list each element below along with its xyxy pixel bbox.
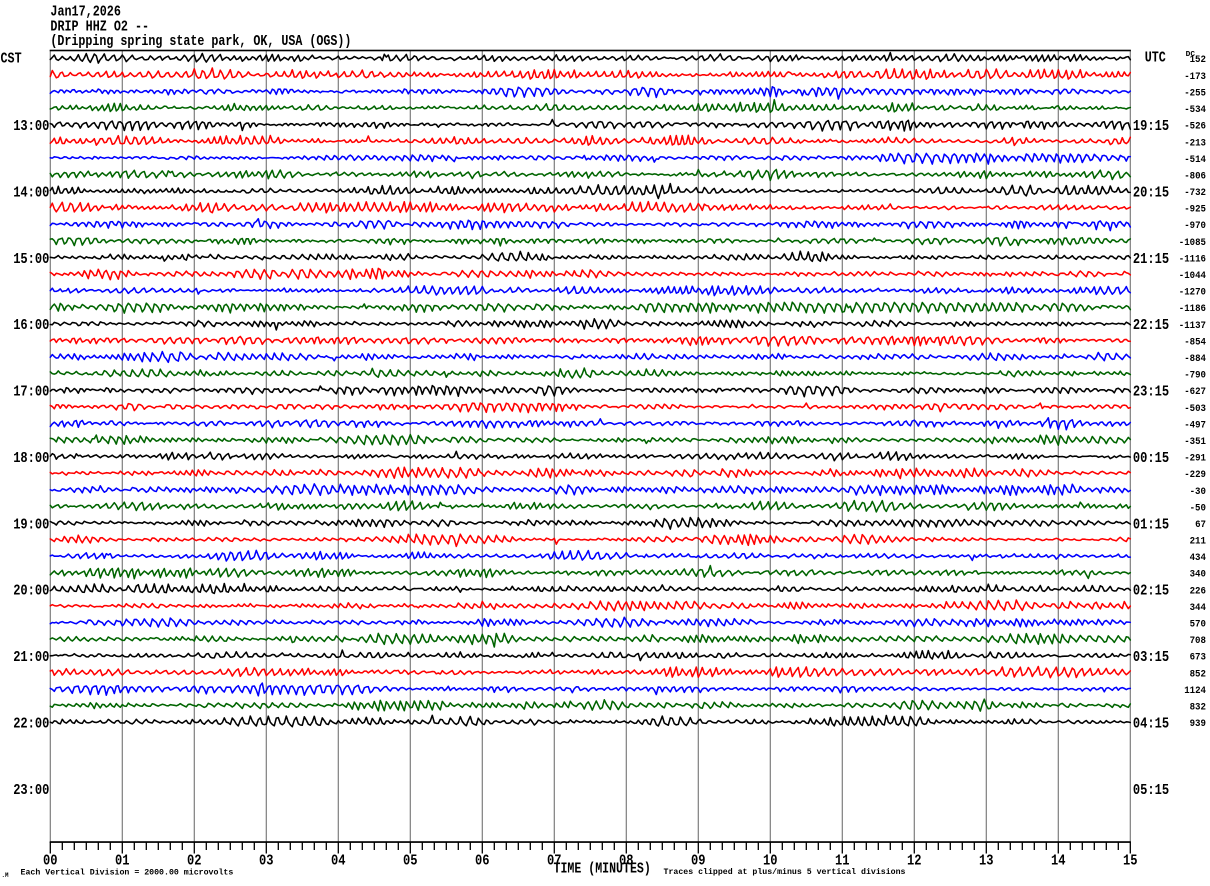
svg-text:14:00: 14:00: [13, 186, 49, 202]
svg-text:-1085: -1085: [1179, 237, 1206, 248]
svg-text:17:00: 17:00: [13, 385, 49, 401]
svg-text:08: 08: [619, 853, 634, 869]
svg-text:-790: -790: [1184, 370, 1206, 381]
svg-text:708: 708: [1190, 635, 1207, 646]
svg-text:673: 673: [1190, 652, 1207, 663]
svg-text:19:00: 19:00: [13, 517, 49, 533]
svg-text:-503: -503: [1184, 403, 1206, 414]
svg-text:-255: -255: [1184, 88, 1206, 99]
svg-text:Each Vertical Division = 2000.: Each Vertical Division = 2000.00 microvo…: [21, 868, 234, 878]
svg-text:DRIP HHZ O2 --: DRIP HHZ O2 --: [50, 20, 149, 36]
svg-text:-854: -854: [1184, 336, 1206, 347]
svg-text:-213: -213: [1184, 137, 1206, 148]
svg-text:06: 06: [475, 853, 490, 869]
svg-text:01:15: 01:15: [1133, 517, 1169, 533]
svg-text:-173: -173: [1184, 71, 1206, 82]
svg-text:22:15: 22:15: [1133, 318, 1169, 334]
svg-text:07: 07: [547, 853, 562, 869]
svg-text:-970: -970: [1184, 220, 1206, 231]
svg-text:.M: .M: [2, 872, 9, 879]
svg-text:23:00: 23:00: [13, 783, 49, 799]
svg-text:DC: DC: [1186, 51, 1196, 59]
svg-text:01: 01: [115, 853, 130, 869]
svg-text:13: 13: [979, 853, 994, 869]
svg-text:67: 67: [1195, 519, 1206, 530]
svg-text:03: 03: [259, 853, 274, 869]
svg-text:434: 434: [1190, 552, 1207, 563]
svg-text:02: 02: [187, 853, 202, 869]
svg-text:09: 09: [691, 853, 706, 869]
svg-text:14: 14: [1051, 853, 1066, 869]
svg-text:Traces clipped at plus/minus 5: Traces clipped at plus/minus 5 vertical …: [664, 867, 906, 877]
svg-text:-806: -806: [1184, 171, 1206, 182]
svg-text:21:15: 21:15: [1133, 252, 1169, 268]
svg-text:-50: -50: [1190, 502, 1207, 513]
svg-text:11: 11: [835, 853, 850, 869]
svg-text:12: 12: [907, 853, 922, 869]
svg-text:13:00: 13:00: [13, 119, 49, 135]
svg-text:-884: -884: [1184, 353, 1206, 364]
svg-text:18:00: 18:00: [13, 451, 49, 467]
svg-text:-351: -351: [1184, 436, 1206, 447]
svg-text:Jan17,2026: Jan17,2026: [50, 4, 121, 20]
svg-text:-229: -229: [1184, 469, 1206, 480]
svg-text:939: 939: [1190, 718, 1207, 729]
svg-text:19:15: 19:15: [1133, 119, 1169, 135]
svg-text:-1044: -1044: [1179, 270, 1206, 281]
svg-text:15: 15: [1123, 853, 1138, 869]
svg-text:04: 04: [331, 853, 346, 869]
svg-text:16:00: 16:00: [13, 318, 49, 334]
svg-text:TIME (MINUTES): TIME (MINUTES): [554, 862, 651, 878]
svg-text:20:15: 20:15: [1133, 186, 1169, 202]
svg-text:CST: CST: [1, 52, 22, 68]
svg-text:20:00: 20:00: [13, 584, 49, 600]
svg-text:05: 05: [403, 853, 418, 869]
svg-text:-732: -732: [1184, 187, 1206, 198]
svg-text:-1116: -1116: [1179, 253, 1206, 264]
svg-text:-627: -627: [1184, 386, 1206, 397]
svg-text:211: 211: [1190, 536, 1207, 547]
svg-text:570: 570: [1190, 619, 1207, 630]
svg-text:02:15: 02:15: [1133, 584, 1169, 600]
svg-text:-1137: -1137: [1179, 320, 1206, 331]
svg-text:03:15: 03:15: [1133, 650, 1169, 666]
svg-text:21:00: 21:00: [13, 650, 49, 666]
svg-text:1124: 1124: [1184, 685, 1206, 696]
svg-text:(Dripping spring state park, O: (Dripping spring state park, OK, USA (OG…: [50, 34, 351, 50]
svg-text:00: 00: [43, 853, 58, 869]
svg-text:00:15: 00:15: [1133, 451, 1169, 467]
svg-text:04:15: 04:15: [1133, 717, 1169, 733]
svg-text:226: 226: [1190, 585, 1207, 596]
svg-text:-1186: -1186: [1179, 303, 1206, 314]
svg-text:832: 832: [1190, 702, 1207, 713]
svg-text:-514: -514: [1184, 154, 1206, 165]
svg-text:UTC: UTC: [1145, 51, 1166, 67]
svg-text:340: 340: [1190, 569, 1207, 580]
svg-text:152: 152: [1190, 54, 1207, 65]
svg-text:23:15: 23:15: [1133, 385, 1169, 401]
svg-text:-925: -925: [1184, 204, 1206, 215]
svg-text:852: 852: [1190, 668, 1207, 679]
svg-text:-534: -534: [1184, 104, 1206, 115]
svg-text:344: 344: [1190, 602, 1207, 613]
svg-text:-497: -497: [1184, 419, 1206, 430]
svg-text:10: 10: [763, 853, 778, 869]
svg-text:-30: -30: [1190, 486, 1207, 497]
svg-text:-526: -526: [1184, 121, 1206, 132]
svg-text:22:00: 22:00: [13, 717, 49, 733]
svg-text:-291: -291: [1184, 453, 1206, 464]
svg-text:05:15: 05:15: [1133, 783, 1169, 799]
svg-text:-1270: -1270: [1179, 287, 1206, 298]
svg-text:15:00: 15:00: [13, 252, 49, 268]
